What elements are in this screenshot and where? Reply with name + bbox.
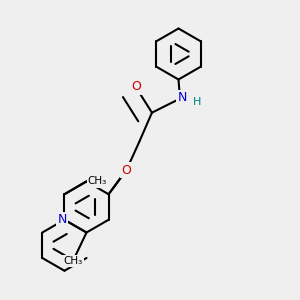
Text: CH₃: CH₃	[88, 176, 107, 187]
Text: N: N	[178, 91, 187, 104]
Text: O: O	[132, 80, 142, 93]
Text: N: N	[57, 213, 67, 226]
Text: CH₃: CH₃	[63, 256, 82, 266]
Text: O: O	[122, 164, 131, 176]
Text: H: H	[193, 97, 201, 107]
